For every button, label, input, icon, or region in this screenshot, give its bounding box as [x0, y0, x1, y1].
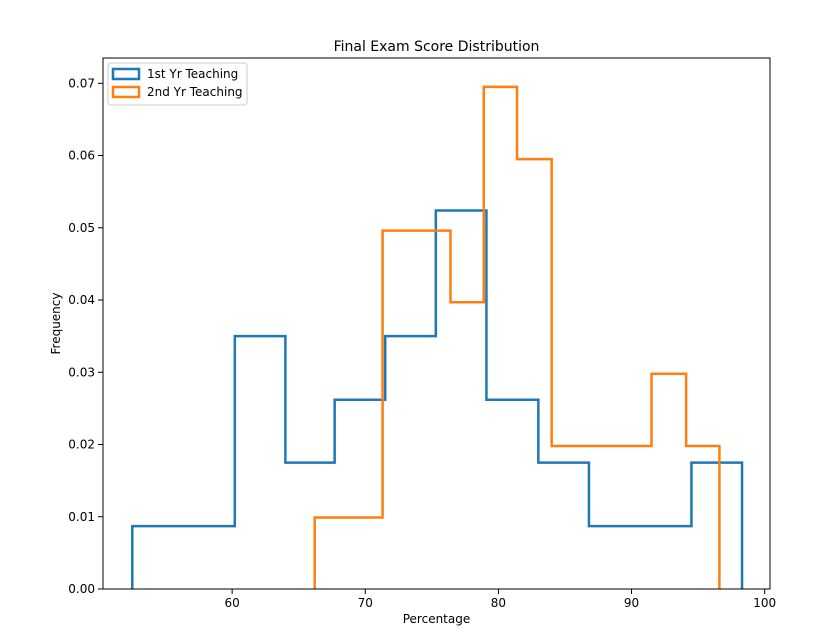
y-tick-label: 0.03 [68, 365, 95, 379]
y-axis-label: Frequency [49, 293, 63, 355]
plot-frame [102, 57, 771, 590]
x-tick-label: 80 [491, 596, 506, 610]
y-tick-label: 0.01 [68, 510, 95, 524]
x-tick-label: 60 [224, 596, 239, 610]
legend-label: 2nd Yr Teaching [147, 85, 243, 99]
y-axis-ticks: 0.00 0.01 0.02 0.03 0.04 0.05 0.06 0.07 [68, 76, 103, 596]
y-tick-label: 0.00 [68, 582, 95, 596]
y-tick-label: 0.04 [68, 293, 95, 307]
y-tick-label: 0.02 [68, 438, 95, 452]
y-tick-label: 0.05 [68, 221, 95, 235]
x-axis-ticks: 60 70 80 90 100 [224, 589, 776, 610]
y-tick-label: 0.06 [68, 149, 95, 163]
x-tick-label: 70 [358, 596, 373, 610]
legend-entries: 1st Yr Teaching 2nd Yr Teaching [111, 67, 243, 99]
legend-swatch [111, 67, 141, 81]
x-tick-label: 100 [753, 596, 776, 610]
legend: 1st Yr Teaching 2nd Yr Teaching [107, 62, 248, 106]
legend-label: 1st Yr Teaching [147, 67, 238, 81]
series-2-step-outline [313, 85, 721, 589]
legend-swatch [111, 85, 141, 99]
series-1-step-outline [131, 209, 744, 589]
chart-title: Final Exam Score Distribution [334, 39, 540, 55]
series-layer [131, 85, 744, 589]
x-axis-label: Percentage [403, 612, 471, 626]
y-tick-label: 0.07 [68, 76, 95, 90]
x-tick-label: 90 [624, 596, 639, 610]
legend-box [107, 62, 248, 106]
